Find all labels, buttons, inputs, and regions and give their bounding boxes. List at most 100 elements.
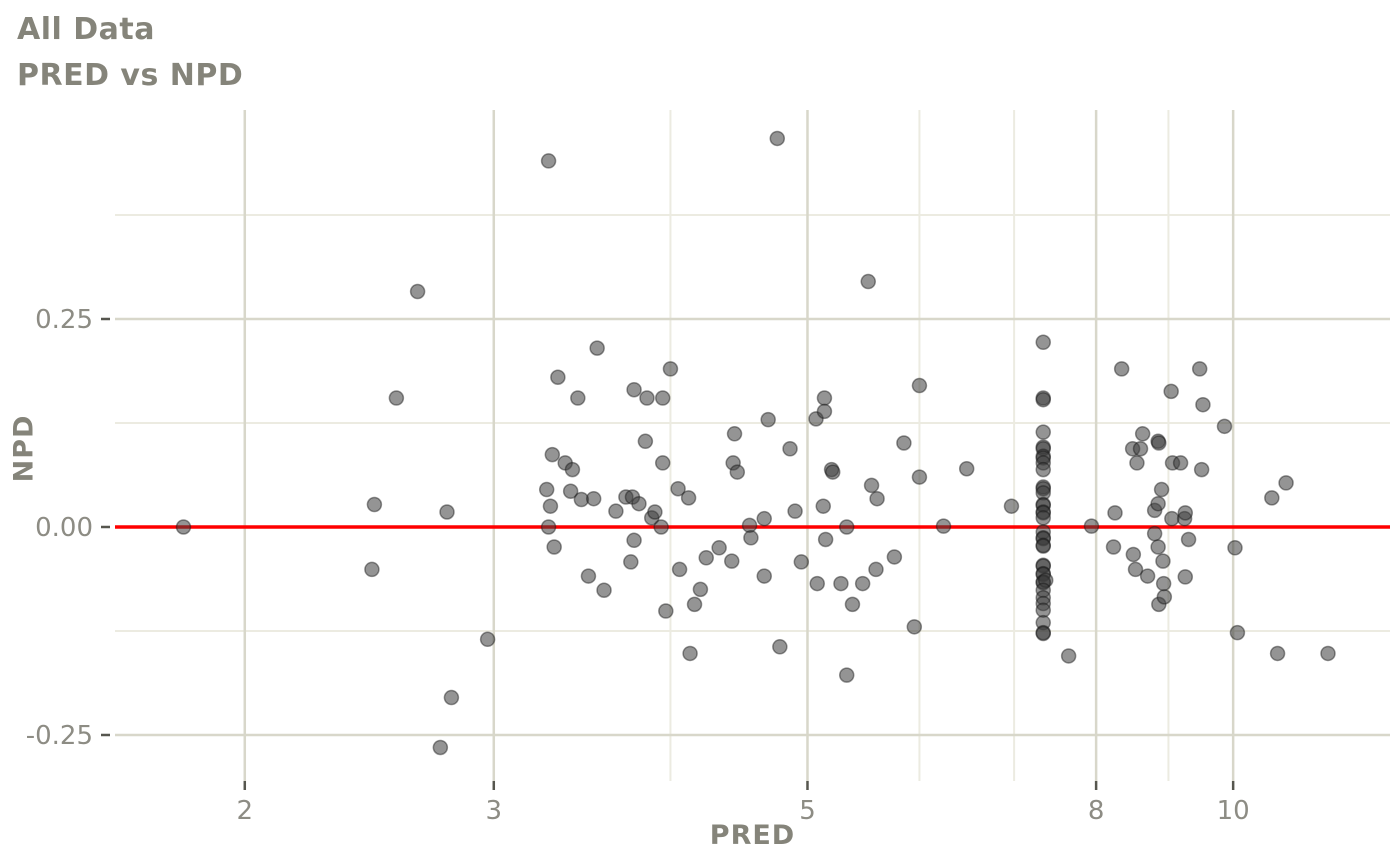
data-point	[1151, 435, 1167, 451]
data-point	[756, 510, 772, 527]
data-point	[726, 426, 743, 442]
data-point	[838, 519, 855, 535]
data-point	[540, 153, 557, 169]
plot-title: All Data	[17, 12, 155, 47]
data-point	[824, 464, 841, 480]
data-point	[671, 561, 688, 578]
data-point	[432, 739, 449, 756]
data-point	[443, 689, 460, 706]
data-point	[1191, 361, 1208, 377]
data-point	[1153, 481, 1170, 498]
data-point	[540, 519, 557, 535]
data-point	[680, 490, 697, 506]
y-tick-label: 0.25	[35, 305, 93, 335]
data-point	[860, 273, 876, 290]
data-point	[782, 441, 798, 457]
data-point	[1156, 589, 1173, 605]
data-point	[175, 519, 192, 535]
data-point	[1172, 455, 1189, 471]
data-point	[1035, 424, 1051, 440]
data-point	[639, 390, 655, 406]
x-tick-label: 10	[1217, 796, 1250, 826]
data-point	[580, 568, 597, 584]
data-point	[1139, 568, 1156, 584]
data-point	[623, 554, 639, 570]
data-point	[816, 390, 833, 406]
data-point	[793, 554, 810, 570]
data-point	[760, 411, 776, 428]
data-point	[854, 575, 871, 592]
data-point	[626, 532, 642, 549]
data-point	[729, 464, 746, 480]
data-point	[564, 461, 581, 478]
data-point	[815, 498, 831, 514]
data-point	[682, 645, 698, 662]
data-point	[585, 490, 602, 507]
data-point	[439, 504, 455, 520]
data-point	[1035, 334, 1051, 351]
data-point	[1150, 495, 1166, 512]
data-point	[1180, 531, 1197, 548]
data-point	[654, 390, 671, 406]
data-point	[817, 531, 834, 548]
data-point	[772, 639, 788, 655]
data-point	[1163, 383, 1179, 400]
x-axis-title: PRED	[709, 820, 796, 851]
data-point	[647, 504, 663, 520]
data-point	[833, 575, 849, 592]
plot-subtitle: PRED vs NPD	[17, 58, 244, 93]
data-point	[868, 561, 884, 578]
data-point	[1060, 648, 1077, 664]
data-point	[538, 481, 555, 498]
data-point	[1177, 505, 1194, 521]
x-tick-label: 8	[1088, 796, 1105, 826]
data-point	[756, 568, 772, 584]
data-point	[1278, 475, 1294, 491]
data-point	[1105, 539, 1122, 555]
x-tick-label: 5	[799, 796, 816, 826]
data-point	[787, 503, 803, 519]
data-point	[1035, 510, 1051, 526]
data-point	[626, 381, 642, 398]
data-point	[1155, 575, 1172, 592]
data-point	[743, 530, 759, 546]
data-point	[809, 575, 825, 592]
data-point	[816, 403, 833, 420]
data-point	[589, 340, 605, 356]
data-point	[550, 369, 566, 385]
x-tick-label: 3	[486, 796, 503, 826]
data-point	[692, 581, 709, 598]
data-point	[409, 283, 426, 300]
data-point	[711, 540, 727, 556]
data-point	[388, 390, 405, 406]
data-point	[1035, 625, 1051, 642]
data-point	[896, 435, 912, 451]
data-point	[631, 495, 647, 512]
data-point	[1129, 455, 1145, 471]
data-point	[935, 518, 952, 534]
data-point	[1195, 396, 1211, 413]
data-point	[1269, 645, 1286, 662]
data-point	[769, 130, 786, 147]
y-tick-label: 0.00	[35, 513, 93, 543]
data-point	[608, 503, 624, 519]
data-point	[1150, 539, 1166, 555]
data-point	[686, 596, 703, 613]
data-point	[1216, 418, 1233, 435]
data-point	[886, 549, 903, 565]
data-point	[658, 603, 674, 619]
data-point	[863, 477, 880, 494]
data-point	[1177, 569, 1194, 585]
data-point	[546, 539, 562, 555]
data-point	[364, 561, 380, 578]
y-tick-label: -0.25	[26, 721, 93, 751]
data-point	[596, 582, 612, 598]
data-point	[570, 390, 586, 406]
x-tick-label: 2	[237, 796, 254, 826]
data-point	[838, 667, 855, 683]
data-point	[1125, 546, 1142, 563]
data-point	[670, 480, 686, 497]
data-point	[844, 596, 861, 613]
